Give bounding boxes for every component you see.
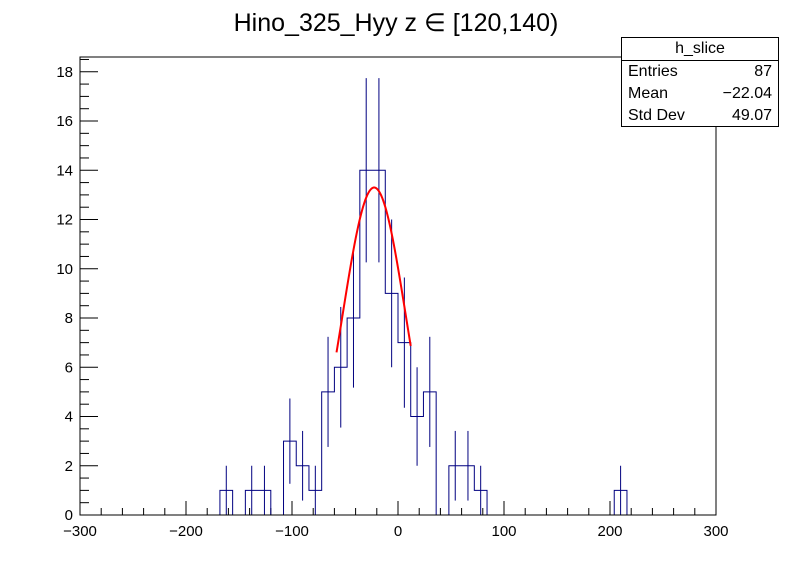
histogram-series — [80, 169, 716, 516]
y-tick-label: 10 — [56, 261, 73, 278]
stats-label: Std Dev — [628, 107, 685, 124]
fit-curve — [335, 186, 412, 353]
x-tick-label: −100 — [275, 523, 309, 540]
plot-frame — [79, 56, 717, 516]
stats-row-entries: Entries 87 — [622, 61, 778, 83]
histogram-outline — [80, 169, 716, 516]
y-tick-label: 12 — [56, 212, 73, 229]
y-tick-label: 2 — [65, 458, 73, 475]
y-tick-label: 6 — [65, 359, 73, 376]
x-tick-label: −300 — [63, 523, 97, 540]
stats-label: Entries — [628, 63, 678, 80]
x-tick-label: 200 — [597, 523, 622, 540]
y-tick-label: 14 — [56, 162, 73, 179]
y-tick-label: 8 — [65, 310, 73, 327]
x-tick-label: −200 — [169, 523, 203, 540]
gaussian-fit — [335, 186, 412, 353]
y-tick-label: 18 — [56, 64, 73, 81]
axis-ticks — [79, 58, 717, 516]
y-tick-label: 0 — [65, 507, 73, 524]
x-tick-label: 0 — [394, 523, 402, 540]
stats-box: h_slice Entries 87 Mean −22.04 Std Dev 4… — [621, 37, 779, 127]
stats-label: Mean — [628, 85, 669, 102]
stats-value: 49.07 — [731, 107, 772, 124]
y-tick-label: 16 — [56, 113, 73, 130]
stats-title: h_slice — [622, 38, 778, 61]
x-tick-label: 100 — [491, 523, 516, 540]
stats-value: 87 — [754, 63, 772, 80]
error-bars — [225, 78, 622, 515]
x-tick-label: 300 — [703, 523, 728, 540]
stats-value: −22.04 — [722, 85, 772, 102]
stats-row-mean: Mean −22.04 — [622, 83, 778, 105]
stats-row-std-dev: Std Dev 49.07 — [622, 105, 778, 127]
y-tick-label: 4 — [65, 409, 73, 426]
tick-labels: −300 −200 −100 0 100 200 300 0 2 4 6 8 10 12 14 16 18 — [56, 64, 728, 540]
chart-title: Hino_325_Hyy z ∈ [120,140) — [234, 9, 559, 37]
